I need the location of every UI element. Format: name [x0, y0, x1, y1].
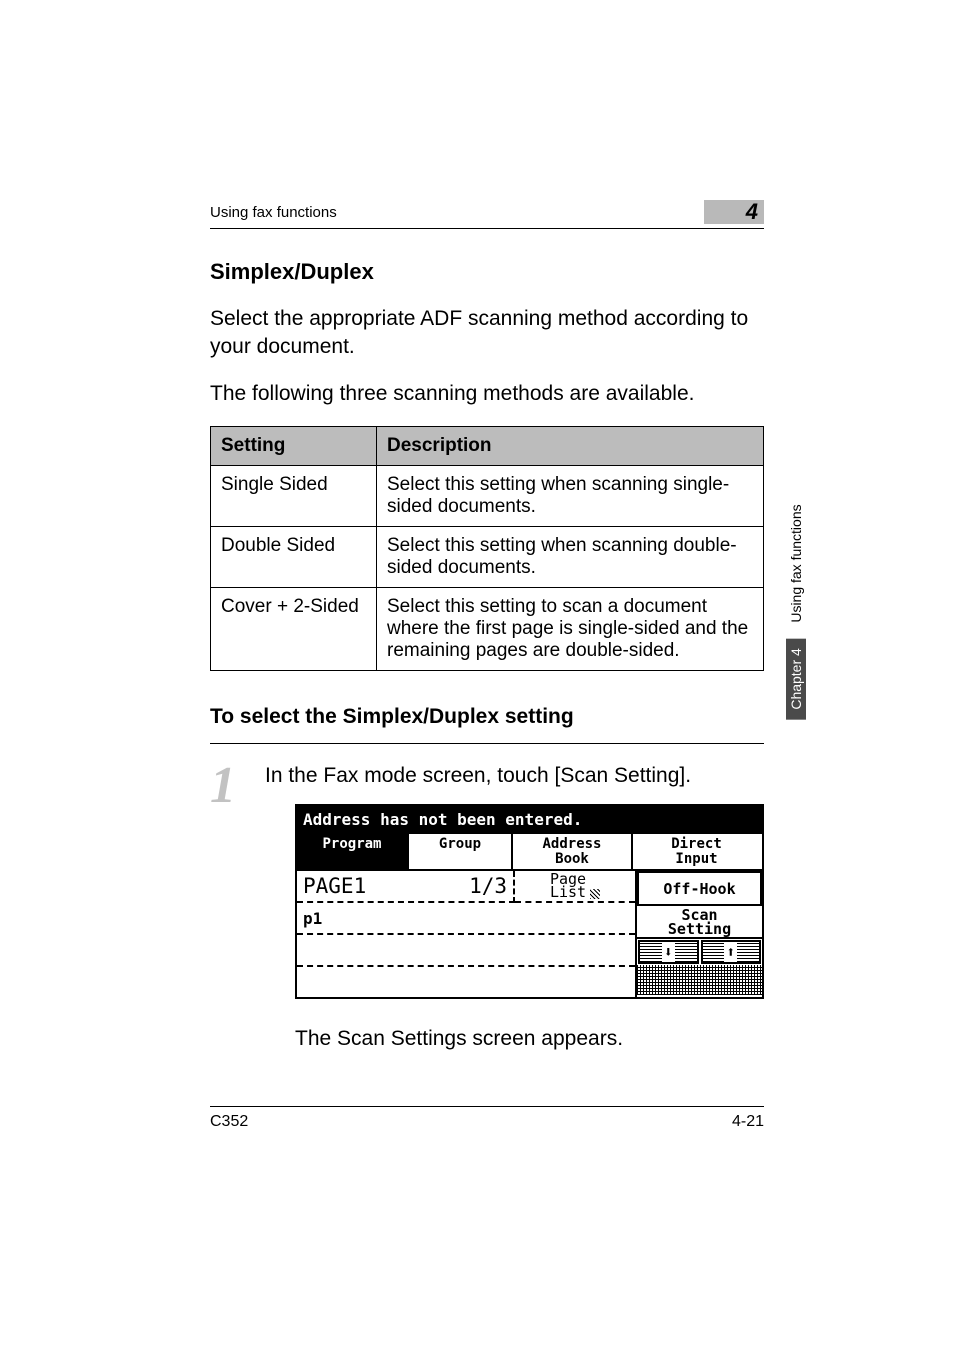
chapter-number-badge: 4: [704, 200, 764, 224]
down-arrow-icon: ⬇: [662, 942, 675, 962]
off-hook-button[interactable]: Off-Hook: [637, 871, 762, 906]
tab-address-book[interactable]: Address Book: [513, 834, 633, 869]
tab-address-book-l2: Book: [515, 852, 629, 867]
running-header: Using fax functions 4: [210, 200, 764, 229]
lcd-screen: Address has not been entered. Program Gr…: [295, 804, 764, 999]
page-footer: C352 4-21: [210, 1106, 764, 1131]
table-row: Single Sided Select this setting when sc…: [211, 466, 764, 527]
table-cell-desc: Select this setting when scanning single…: [377, 466, 764, 527]
table-row: Double Sided Select this setting when sc…: [211, 527, 764, 588]
lcd-right-pane: Off-Hook Scan Setting ⬇ ⬆: [635, 871, 762, 997]
step-number: 1: [210, 762, 265, 804]
lcd-left-pane: PAGE1 1/3 Page List p1: [297, 871, 635, 997]
table-cell-setting: Cover + 2-Sided: [211, 588, 377, 671]
procedure-title: To select the Simplex/Duplex setting: [210, 705, 764, 729]
program-entry-empty[interactable]: [297, 967, 635, 997]
scan-setting-l2: Setting: [668, 922, 731, 936]
table-cell-desc: Select this setting to scan a document w…: [377, 588, 764, 671]
intro-paragraph-2: The following three scanning methods are…: [210, 380, 764, 408]
up-arrow-button[interactable]: ⬆: [701, 940, 762, 964]
divider: [210, 743, 764, 744]
lcd-page-indicator[interactable]: PAGE1 1/3: [297, 871, 515, 903]
table-cell-setting: Single Sided: [211, 466, 377, 527]
lcd-status-bar: Address has not been entered.: [297, 806, 762, 834]
resize-handle-icon: [590, 889, 600, 899]
table-row: Cover + 2-Sided Select this setting to s…: [211, 588, 764, 671]
page-list-button[interactable]: Page List: [515, 871, 635, 903]
tab-address-book-l1: Address: [515, 837, 629, 852]
side-chapter-label: Chapter 4: [786, 638, 806, 719]
step-result-text: The Scan Settings screen appears.: [295, 1025, 764, 1053]
table-header-setting: Setting: [211, 427, 377, 466]
footer-model: C352: [210, 1113, 248, 1131]
tab-direct-input-l2: Input: [635, 852, 758, 867]
page-list-l2: List: [550, 886, 586, 900]
tab-direct-input[interactable]: Direct Input: [633, 834, 760, 869]
table-cell-setting: Double Sided: [211, 527, 377, 588]
program-entry-1[interactable]: p1: [297, 903, 635, 935]
tab-group[interactable]: Group: [409, 834, 513, 869]
footer-page-number: 4-21: [732, 1113, 764, 1131]
scan-setting-button[interactable]: Scan Setting: [637, 906, 762, 939]
side-section-label: Using fax functions: [786, 498, 806, 628]
step-1: 1 In the Fax mode screen, touch [Scan Se…: [210, 762, 764, 1054]
step-body: In the Fax mode screen, touch [Scan Sett…: [265, 762, 764, 1054]
lcd-grid: PAGE1 1/3 Page List p1: [297, 871, 762, 997]
lcd-page-label: PAGE1: [303, 872, 366, 900]
side-tab: Chapter 4 Using fax functions: [786, 498, 806, 720]
lcd-page-count: 1/3: [469, 872, 507, 900]
running-title: Using fax functions: [210, 204, 337, 221]
arrow-buttons: ⬇ ⬆: [637, 939, 762, 965]
table-header-row: Setting Description: [211, 427, 764, 466]
settings-table: Setting Description Single Sided Select …: [210, 426, 764, 671]
program-entry-empty[interactable]: [297, 935, 635, 967]
table-cell-desc: Select this setting when scanning double…: [377, 527, 764, 588]
lcd-disabled-area: [637, 965, 762, 995]
lcd-page-row: PAGE1 1/3 Page List: [297, 871, 635, 903]
table-header-description: Description: [377, 427, 764, 466]
page: Using fax functions 4 Simplex/Duplex Sel…: [0, 0, 954, 1351]
step-text: In the Fax mode screen, touch [Scan Sett…: [265, 762, 764, 790]
tab-program[interactable]: Program: [297, 834, 409, 869]
section-title: Simplex/Duplex: [210, 259, 764, 285]
tab-direct-input-l1: Direct: [635, 837, 758, 852]
intro-paragraph-1: Select the appropriate ADF scanning meth…: [210, 305, 764, 362]
down-arrow-button[interactable]: ⬇: [638, 940, 699, 964]
up-arrow-icon: ⬆: [724, 942, 737, 962]
lcd-tabs: Program Group Address Book Direct Input: [297, 834, 762, 871]
